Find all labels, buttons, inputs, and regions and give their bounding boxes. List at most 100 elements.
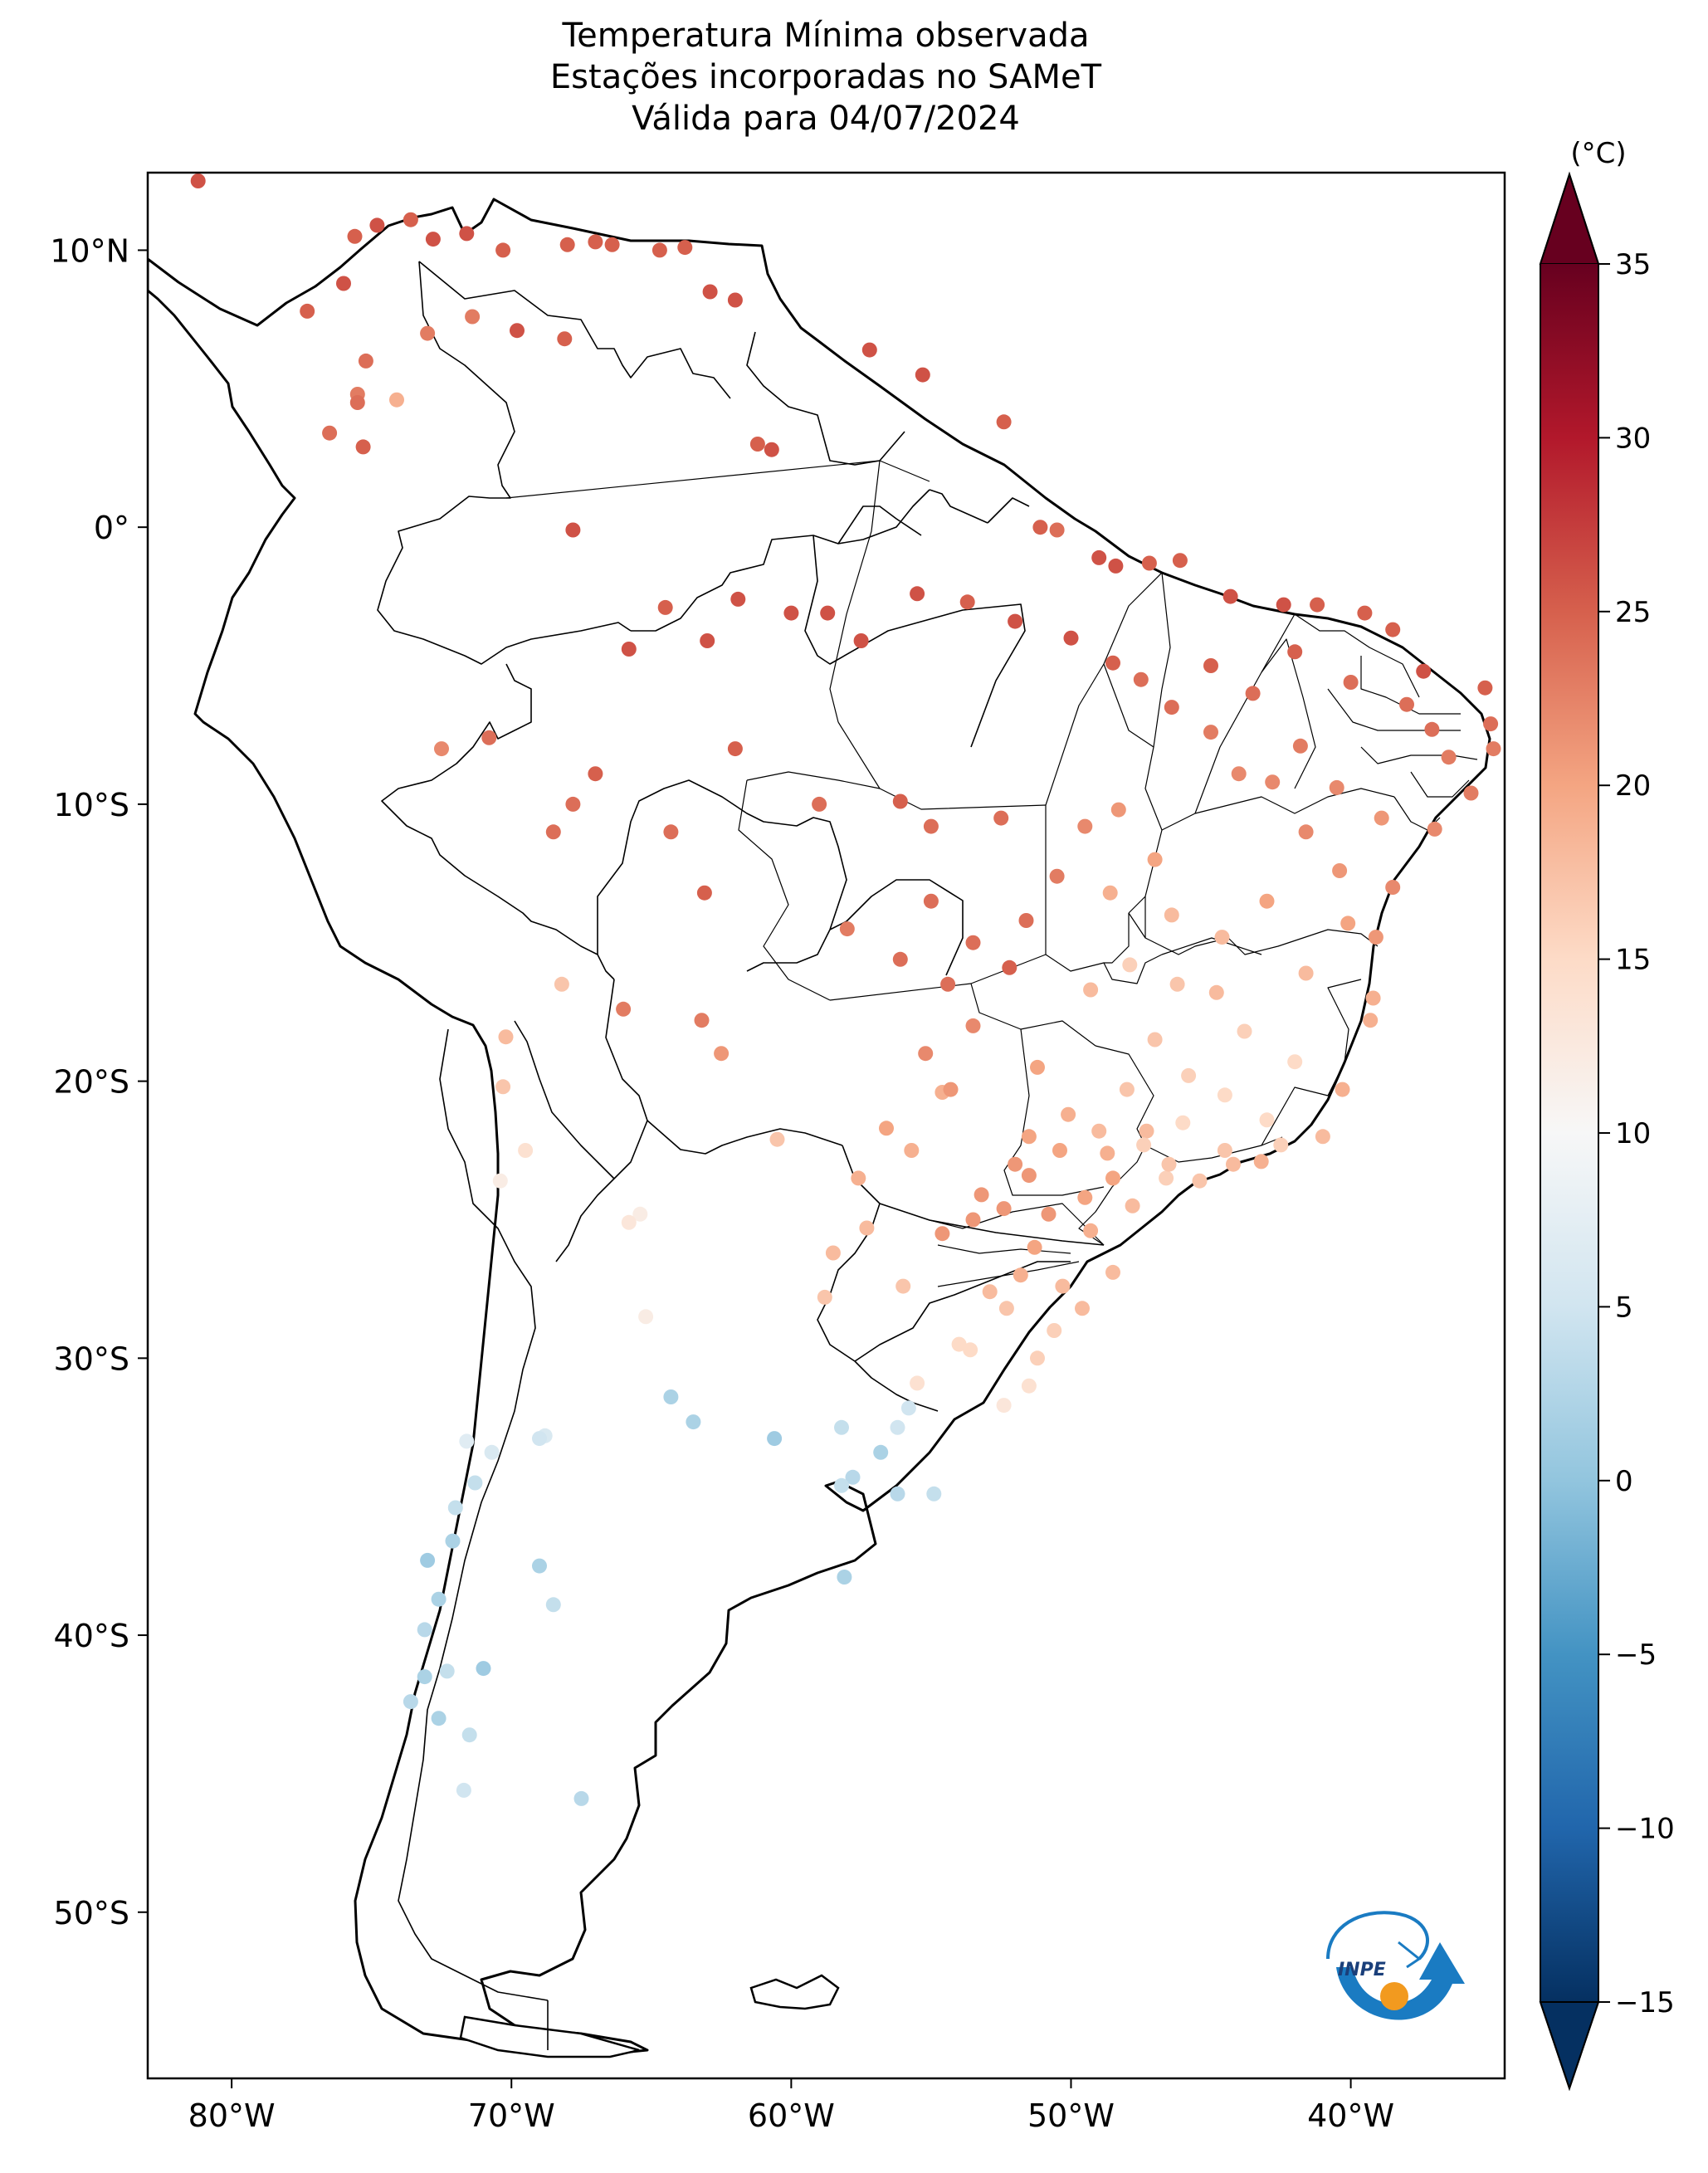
station-marker (510, 323, 525, 339)
station-marker (767, 1431, 783, 1447)
station-marker (1292, 738, 1308, 754)
station-marker (1159, 1170, 1174, 1186)
station-marker (834, 1419, 849, 1435)
station-marker (1172, 553, 1188, 569)
station-marker (632, 1206, 648, 1222)
colorbar-extend-min (1539, 2001, 1600, 2092)
station-marker (1231, 766, 1247, 782)
colorbar-tick-label: 5 (1615, 1291, 1633, 1324)
station-marker (1102, 885, 1118, 901)
station-marker (1340, 916, 1356, 931)
station-marker (1041, 1206, 1057, 1222)
station-marker (910, 1375, 925, 1391)
colorbar-tick-label: 25 (1615, 596, 1651, 629)
colorbar-unit-label: (°C) (1570, 137, 1626, 170)
station-marker (890, 1419, 905, 1435)
station-marker (1032, 520, 1048, 535)
station-marker (1091, 1123, 1107, 1139)
station-marker (702, 284, 718, 300)
lat-tick-label: 10°N (50, 232, 129, 269)
station-marker (1133, 671, 1149, 687)
station-marker (498, 1029, 514, 1045)
station-marker (481, 730, 497, 745)
station-marker (940, 976, 956, 992)
station-marker (545, 824, 561, 840)
station-marker (1265, 774, 1281, 790)
station-marker (892, 794, 908, 809)
station-marker (861, 342, 877, 358)
station-marker (993, 810, 1009, 826)
station-marker (1091, 549, 1107, 565)
station-marker (974, 1187, 989, 1203)
station-marker (1021, 1129, 1037, 1145)
station-marker (1203, 658, 1218, 673)
station-marker (588, 766, 603, 782)
station-marker (461, 1727, 477, 1743)
station-marker (1315, 1129, 1330, 1145)
station-marker (1203, 725, 1218, 740)
station-marker (996, 1398, 1012, 1414)
station-marker (769, 1131, 785, 1147)
station-marker (495, 1079, 511, 1095)
station-marker (996, 414, 1012, 430)
station-marker (588, 234, 603, 250)
station-marker (1374, 810, 1389, 826)
station-marker (604, 237, 620, 252)
station-marker (1192, 1173, 1208, 1189)
station-marker (1237, 1023, 1252, 1039)
station-marker (190, 173, 206, 188)
colorbar-tick-label: 20 (1615, 769, 1651, 803)
station-marker (998, 1301, 1014, 1316)
colorbar-tick-label: −10 (1615, 1813, 1675, 1846)
station-marker (420, 325, 436, 341)
station-marker (1063, 630, 1079, 646)
station-marker (853, 633, 869, 648)
station-marker (358, 353, 373, 369)
lat-tick-label: 50°S (54, 1895, 129, 1931)
title-line-3: Válida para 04/07/2024 (632, 100, 1020, 138)
station-marker (935, 1226, 950, 1242)
station-marker (403, 1694, 418, 1710)
station-marker (417, 1669, 432, 1685)
station-marker (1175, 1115, 1191, 1130)
station-marker (727, 741, 743, 757)
station-marker (434, 741, 449, 757)
station-marker (918, 1046, 934, 1062)
station-marker (369, 217, 385, 233)
colorbar-tick-label: 15 (1615, 944, 1651, 977)
station-marker (1276, 597, 1291, 613)
station-marker (895, 1278, 911, 1294)
station-marker (532, 1558, 547, 1574)
station-marker (1110, 802, 1126, 818)
station-marker (1298, 965, 1314, 981)
lon-tick-label: 80°W (188, 2097, 276, 2134)
station-marker (1008, 613, 1023, 629)
station-marker (859, 1220, 875, 1236)
station-marker (554, 976, 569, 992)
station-marker (1136, 1137, 1152, 1153)
lon-tick-label: 70°W (468, 2097, 555, 2134)
falklands-outline (749, 1974, 840, 2010)
country-borders (377, 261, 1105, 2050)
station-marker (1310, 597, 1325, 613)
station-marker (965, 1018, 981, 1033)
station-marker (657, 599, 673, 615)
station-marker (915, 367, 930, 383)
station-marker (1217, 1087, 1232, 1103)
station-marker (764, 442, 779, 457)
station-marker (700, 633, 715, 648)
station-marker (1365, 990, 1381, 1006)
station-marker (638, 1309, 654, 1325)
station-marker (951, 1336, 967, 1352)
station-marker (545, 1597, 561, 1613)
station-marker (1147, 1032, 1163, 1047)
station-marker (1259, 1112, 1275, 1128)
station-marker (839, 921, 855, 937)
station-marker (923, 893, 939, 909)
inpe-logo: INPE (1326, 1911, 1465, 2020)
station-marker (495, 242, 511, 258)
station-marker (447, 1500, 463, 1516)
station-marker (439, 1663, 455, 1679)
station-marker (923, 818, 939, 834)
